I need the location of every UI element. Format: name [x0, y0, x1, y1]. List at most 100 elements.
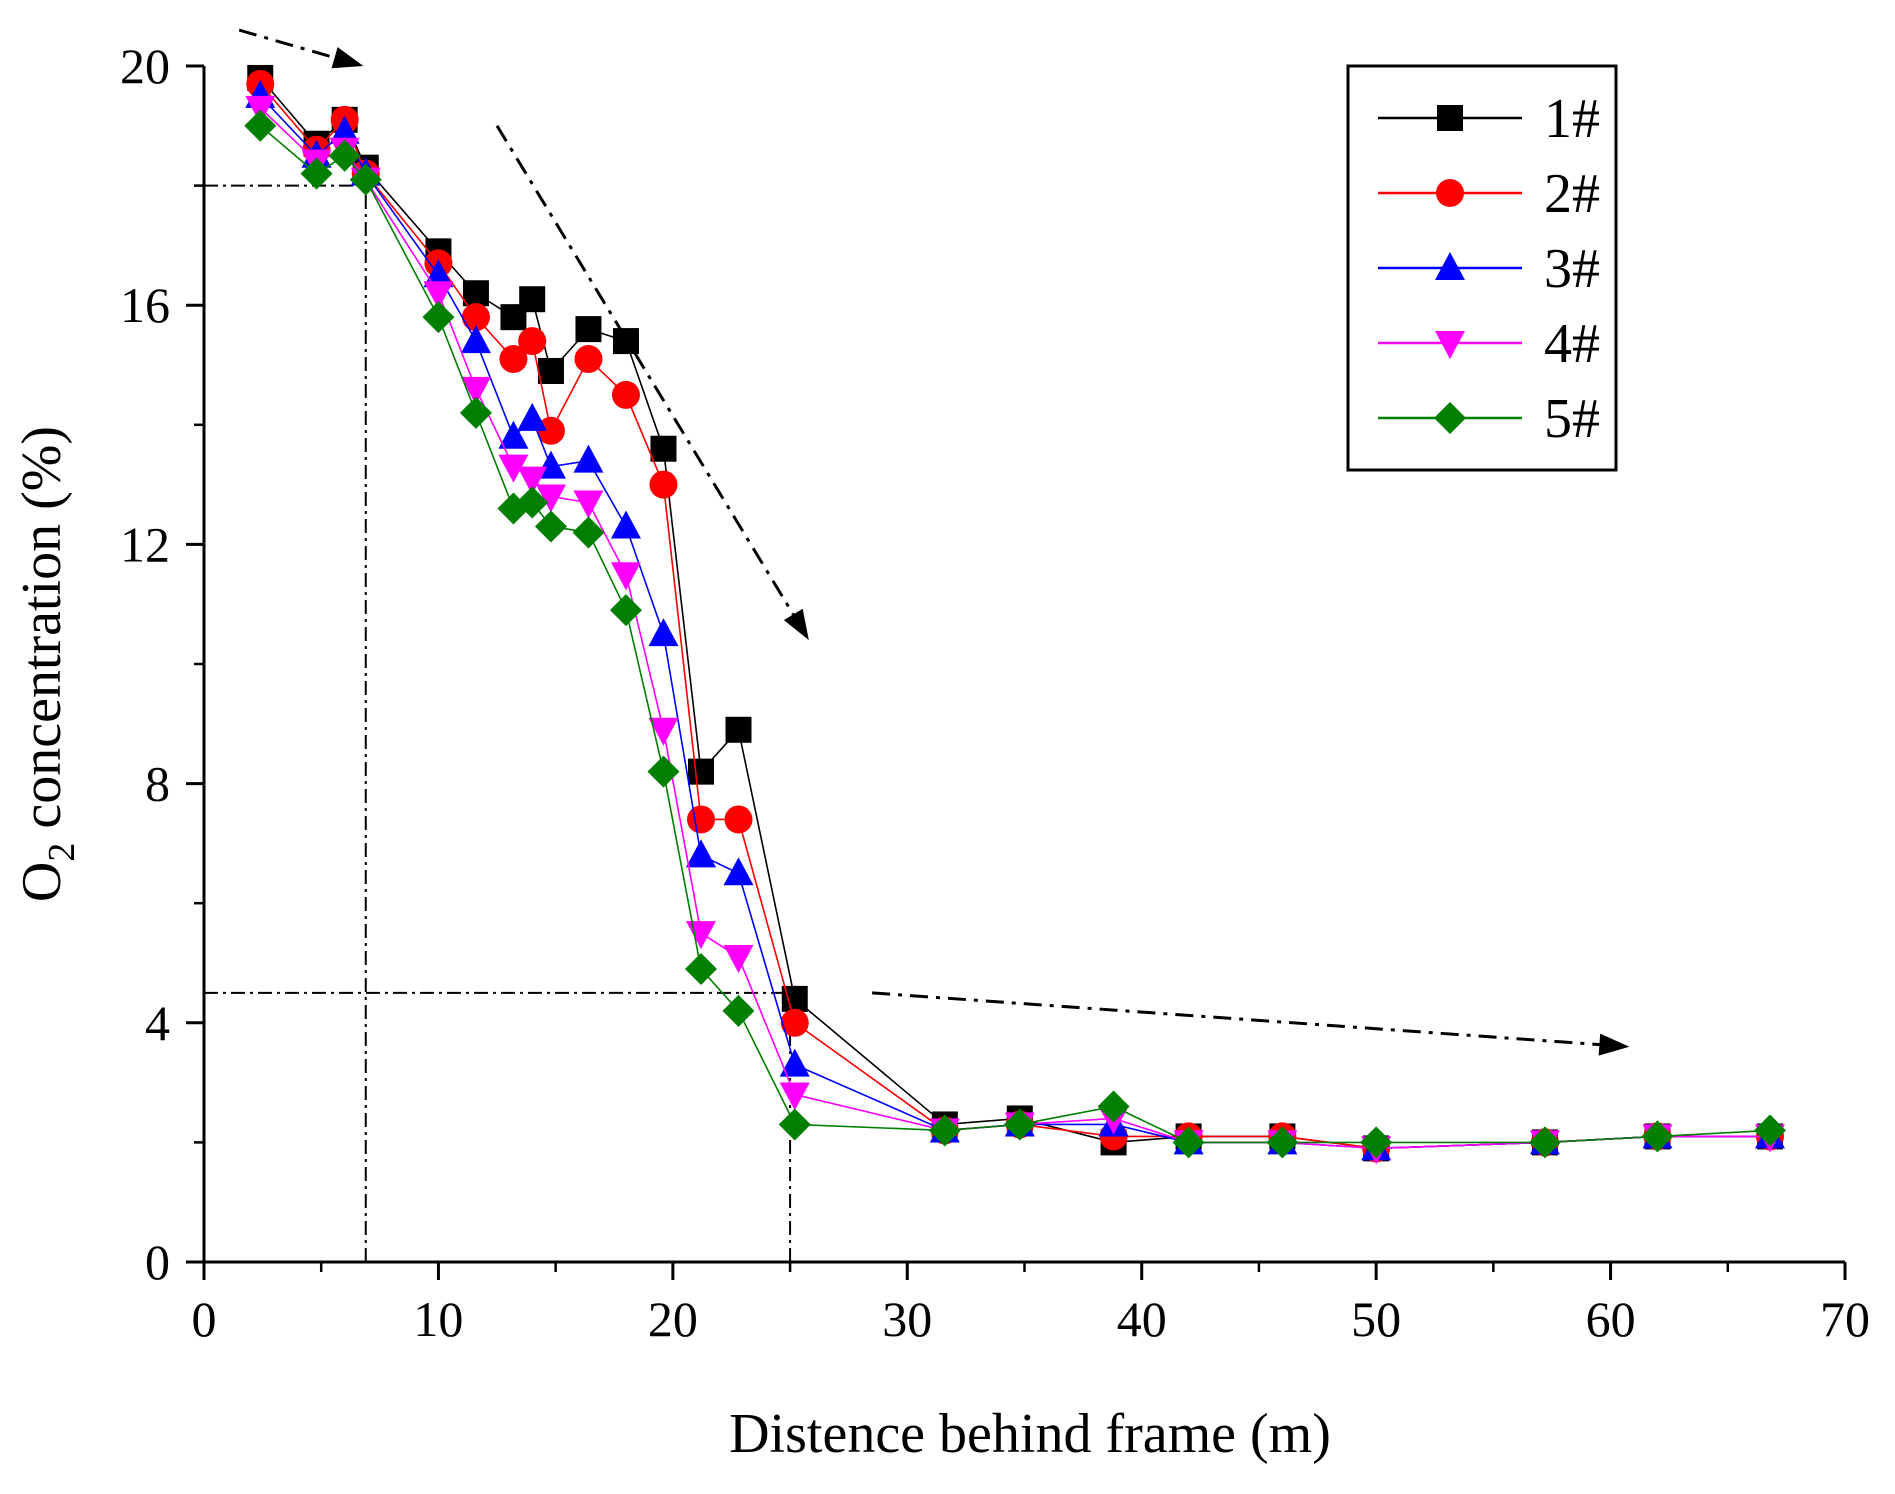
data-point	[574, 345, 603, 374]
y-axis: 0 4 8 12 16 20	[120, 38, 204, 1290]
data-point	[518, 327, 547, 356]
reference-lines	[204, 184, 792, 1262]
data-point	[687, 758, 714, 785]
data-point	[517, 402, 548, 431]
data-point	[460, 325, 491, 354]
trend-arrow-head	[1598, 1033, 1630, 1056]
data-point	[499, 345, 528, 374]
trend-arrow-line	[238, 28, 336, 60]
x-axis: 0 10 20 30 40 50 60 70	[192, 1262, 1870, 1347]
x-tick-label: 40	[1117, 1291, 1167, 1347]
data-point	[648, 717, 679, 746]
data-point	[536, 416, 565, 445]
x-axis-title: Distence behind frame (m)	[729, 1403, 1331, 1465]
data-point	[647, 755, 680, 788]
data-point	[537, 357, 564, 384]
legend-label: 3#	[1544, 238, 1600, 300]
data-point	[498, 454, 529, 483]
legend-entry-1: 1#	[1378, 88, 1600, 150]
y-tick-label: 4	[145, 995, 170, 1051]
data-point	[461, 303, 490, 332]
data-point	[611, 380, 640, 409]
legend-label: 4#	[1544, 313, 1600, 375]
data-point	[723, 945, 754, 974]
y-tick-label: 12	[120, 516, 170, 572]
data-point	[725, 716, 752, 743]
trend-arrow-head	[331, 47, 364, 69]
data-point	[535, 484, 566, 513]
y-tick-label: 0	[145, 1234, 170, 1290]
data-point	[1641, 1120, 1674, 1153]
series-line	[259, 83, 1770, 1150]
data-point	[650, 435, 677, 462]
y-tick-label: 8	[145, 756, 170, 812]
data-point	[573, 444, 604, 473]
data-point	[300, 157, 333, 190]
data-point	[534, 510, 567, 543]
y-tick-label: 20	[120, 38, 170, 94]
data-point	[649, 470, 678, 499]
trend-arrow-head	[783, 608, 809, 641]
data-point	[573, 490, 604, 519]
data-point	[610, 510, 641, 539]
data-point	[498, 420, 529, 449]
data-point	[722, 994, 755, 1027]
data-point	[609, 594, 642, 627]
legend-label: 2#	[1544, 163, 1600, 225]
data-point	[1097, 1090, 1130, 1123]
data-point	[328, 139, 361, 172]
legend-marker	[1435, 331, 1465, 359]
data-point	[349, 163, 382, 196]
data-point	[779, 1048, 810, 1077]
series-layer	[244, 64, 1786, 1165]
x-tick-label: 10	[413, 1291, 463, 1347]
data-point	[928, 1114, 961, 1147]
data-point	[778, 1108, 811, 1141]
y-axis-title-main: O	[11, 862, 73, 902]
x-tick-label: 50	[1351, 1291, 1401, 1347]
legend: 1# 2# 3# 4# 5#	[1346, 64, 1618, 472]
data-point	[329, 115, 360, 144]
trend-arrow-line	[872, 991, 1600, 1047]
data-point	[779, 1082, 810, 1111]
data-point	[610, 562, 641, 591]
data-point	[575, 316, 602, 343]
series-line	[259, 107, 1770, 1150]
y-tick-label: 16	[120, 277, 170, 333]
data-point	[612, 328, 639, 355]
legend-entry-3: 3#	[1378, 238, 1600, 300]
data-point	[572, 516, 605, 549]
data-point	[686, 805, 715, 834]
data-point	[519, 286, 546, 313]
data-point	[723, 857, 754, 886]
data-point	[780, 1008, 809, 1037]
data-point	[244, 109, 277, 142]
data-point	[648, 618, 679, 647]
legend-label: 1#	[1544, 88, 1600, 150]
x-tick-label: 70	[1820, 1291, 1870, 1347]
data-point	[685, 839, 716, 868]
data-point	[422, 301, 455, 334]
data-point	[516, 486, 549, 519]
legend-marker	[1434, 402, 1466, 434]
y-axis-title-subscript: 2	[41, 843, 83, 862]
data-point	[459, 396, 492, 429]
legend-label: 5#	[1544, 388, 1600, 450]
legend-entry-2: 2#	[1378, 163, 1600, 225]
x-tick-label: 20	[648, 1291, 698, 1347]
legend-marker	[1437, 105, 1463, 131]
data-point	[1528, 1126, 1561, 1159]
data-point	[1003, 1108, 1036, 1141]
data-point	[724, 805, 753, 834]
legend-marker	[1435, 252, 1465, 280]
x-tick-label: 60	[1586, 1291, 1636, 1347]
data-point	[684, 952, 717, 985]
data-point	[460, 376, 491, 405]
data-point	[1360, 1126, 1393, 1159]
x-tick-label: 0	[192, 1291, 217, 1347]
legend-entry-5: 5#	[1378, 388, 1600, 450]
legend-marker	[1436, 179, 1464, 207]
trend-arrows	[238, 28, 1630, 1056]
data-point	[462, 280, 489, 307]
